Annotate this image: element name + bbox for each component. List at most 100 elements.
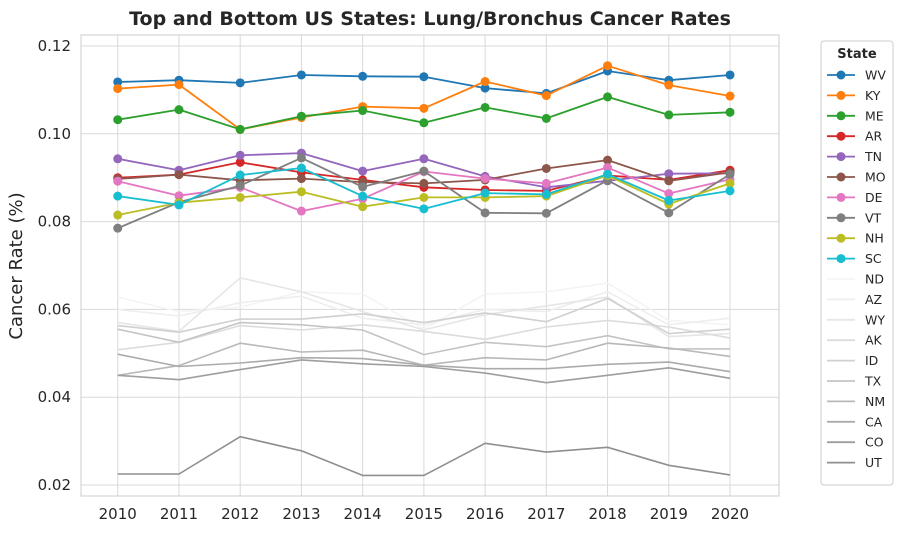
data-point [419,178,429,188]
series-line [117,297,731,335]
legend-item-co: CO [827,435,884,450]
legend-label: MO [865,170,886,185]
legend-swatch-marker [836,213,846,223]
data-point [603,169,613,179]
series-ut [117,435,731,477]
data-point [480,83,490,93]
series-line [117,290,731,326]
data-point [296,111,306,121]
data-point [174,170,184,180]
legend-label: UT [865,455,882,470]
series-ak [117,319,731,351]
x-tick-label: 2015 [405,505,443,523]
legend-item-nm: NM [827,394,885,409]
legend-item-wv: WV [827,68,886,83]
data-point [235,124,245,134]
data-point [235,150,245,160]
legend-label: CO [865,435,884,450]
x-tick-label: 2019 [650,505,688,523]
data-point [419,154,429,164]
series-ca [117,353,731,373]
data-point [541,163,551,173]
data-point [725,107,735,117]
data-point [296,163,306,173]
data-point [113,84,123,94]
data-point [664,110,674,120]
legend-label: ND [865,272,884,287]
y-tick-label: 0.12 [38,37,71,55]
data-point [174,200,184,210]
series-line [117,319,731,351]
legend-item-tx: TX [827,374,882,389]
data-point [664,80,674,90]
x-tick-label: 2018 [588,505,626,523]
legend-swatch-marker [836,131,846,141]
data-point [480,102,490,112]
legend-item-nh: NH [827,231,884,246]
series-line [117,359,731,384]
data-point [235,157,245,167]
data-point [113,77,123,87]
data-point [480,208,490,218]
data-point [113,223,123,233]
legend-item-wy: WY [827,312,885,327]
data-point [541,113,551,123]
x-axis-ticks: 2010 2011 2012 2013 2014 2015 2016 2017 2018 2019… [99,505,749,523]
data-point [664,196,674,206]
series-id [117,297,731,335]
data-point [358,106,368,116]
legend-swatch-marker [836,152,846,162]
legend-swatch-marker [836,254,846,264]
x-tick-label: 2011 [160,505,198,523]
legend-title: State [837,47,877,62]
data-point [480,174,490,184]
x-tick-label: 2010 [99,505,137,523]
legend-item-vt: VT [827,210,882,225]
data-point [235,78,245,88]
data-point [725,70,735,80]
legend-label: VT [865,210,882,225]
legend-item-ky: KY [827,88,881,103]
data-point [541,208,551,218]
data-point [113,154,123,164]
data-point [419,192,429,202]
series-me [113,92,735,134]
legend-label: AZ [865,292,882,307]
plot-frame [80,34,780,497]
legend-swatch-marker [836,111,846,121]
data-point [419,103,429,113]
y-tick-label: 0.08 [38,213,71,231]
legend-frame [820,40,894,486]
data-point [664,176,674,186]
series-line [117,435,731,477]
data-point [419,204,429,214]
x-tick-label: 2017 [527,505,565,523]
legend-swatch-marker [836,192,846,202]
data-point [296,70,306,80]
x-tick-label: 2012 [221,505,259,523]
data-point [603,92,613,102]
data-point [541,178,551,188]
legend-item-sc: SC [827,251,882,266]
data-point [296,153,306,163]
legend-swatch-marker [836,70,846,80]
data-point [603,61,613,71]
legend-label: AR [865,129,883,144]
y-tick-label: 0.02 [38,476,71,494]
legend-label: DE [865,190,883,205]
data-point [358,191,368,201]
series-line [117,321,730,356]
data-point [113,176,123,186]
y-tick-label: 0.10 [38,125,71,143]
legend-item-mo: MO [827,170,886,185]
series-layer [113,61,735,477]
legend-item-ar: AR [827,129,883,144]
legend-label: ME [865,108,884,123]
data-point [358,166,368,176]
x-tick-label: 2020 [711,505,749,523]
data-point [174,105,184,115]
data-point [725,169,735,179]
y-tick-label: 0.06 [38,300,71,318]
